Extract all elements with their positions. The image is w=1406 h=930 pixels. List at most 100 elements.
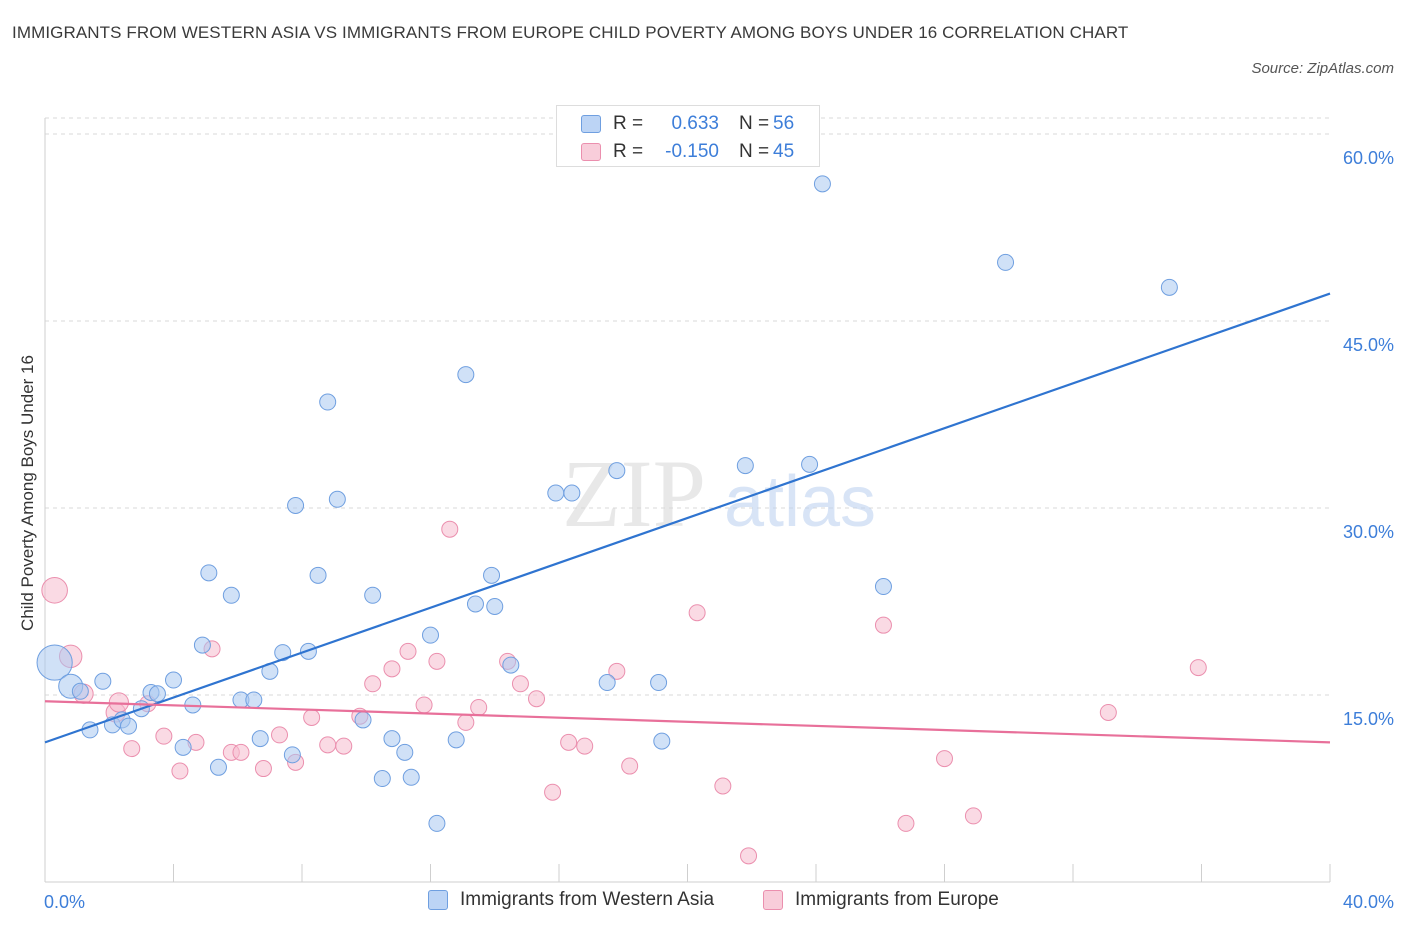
- western-asia-point: [364, 586, 382, 604]
- r-value: -0.150: [665, 141, 719, 162]
- europe-point: [608, 662, 626, 680]
- watermark-zip: ZIP: [562, 440, 706, 547]
- grid-layer: 15.0% 30.0% 45.0% 60.0%: [45, 117, 1394, 729]
- western-asia-point: [466, 595, 484, 613]
- legend-item-europe[interactable]: Immigrants from Europe: [763, 889, 999, 911]
- europe-point: [470, 698, 488, 716]
- western-asia-point: [120, 717, 138, 735]
- n-value: 56: [773, 113, 795, 134]
- western-asia-point: [563, 484, 581, 502]
- legend-label: Immigrants from Europe: [795, 889, 999, 910]
- europe-point: [560, 733, 578, 751]
- western-asia-point: [309, 566, 327, 584]
- western-asia-point: [319, 393, 337, 411]
- y-tick-label: 45.0%: [1343, 335, 1394, 355]
- western-asia-point: [287, 497, 305, 515]
- western-asia-point: [396, 743, 414, 761]
- source-credit: Source: ZipAtlas.com: [1251, 60, 1394, 77]
- europe-point: [428, 652, 446, 670]
- western-asia-point: [801, 455, 819, 473]
- western-asia-point: [193, 636, 211, 654]
- europe-point: [1189, 659, 1207, 677]
- western-asia-point: [174, 738, 192, 756]
- n-label: N =: [739, 141, 770, 162]
- r-value: 0.633: [671, 113, 719, 134]
- y-tick-label: 30.0%: [1343, 522, 1394, 542]
- europe-point: [576, 737, 594, 755]
- y-tick-label: 60.0%: [1343, 148, 1394, 168]
- western-asia-point: [165, 671, 182, 689]
- europe-point: [415, 696, 433, 714]
- n-label: N =: [739, 113, 770, 134]
- n-value: 45: [773, 141, 795, 162]
- western-asia-point: [251, 730, 269, 748]
- western-asia-point: [71, 682, 89, 700]
- western-asia-point: [245, 691, 263, 709]
- legend-item-western-asia[interactable]: Immigrants from Western Asia: [428, 889, 714, 911]
- western-asia-trendline: [44, 292, 1331, 744]
- pink-swatch: [763, 890, 783, 910]
- europe-point: [511, 675, 529, 693]
- x-tick-label-max: 40.0%: [1343, 892, 1394, 912]
- x-tick-label-min: 0.0%: [44, 892, 85, 912]
- europe-point: [319, 736, 337, 754]
- europe-point: [740, 847, 758, 865]
- western-asia-point: [997, 253, 1015, 271]
- western-asia-point: [457, 366, 475, 384]
- watermark-atlas: atlas: [724, 462, 876, 542]
- western-asia-point: [483, 566, 501, 584]
- y-tick-label: 15.0%: [1343, 709, 1394, 729]
- western-asia-point: [874, 578, 892, 596]
- europe-point: [303, 708, 321, 726]
- western-asia-point: [283, 746, 301, 764]
- western-asia-point: [650, 674, 668, 692]
- europe-point: [399, 642, 417, 660]
- europe-point: [271, 726, 289, 744]
- europe-point: [123, 740, 141, 758]
- western-asia-point: [608, 462, 626, 480]
- pink-swatch: [581, 143, 601, 161]
- western-asia-point: [598, 674, 616, 692]
- western-asia-point: [736, 457, 754, 475]
- correlation-legend: R = 0.633 N = 56 R = -0.150 N = 45: [556, 105, 820, 167]
- western-asia-point: [422, 626, 439, 644]
- western-asia-point: [486, 597, 504, 615]
- western-asia-point: [447, 731, 465, 749]
- western-asia-point: [200, 564, 218, 582]
- western-asia-point: [94, 672, 112, 690]
- blue-swatch: [428, 890, 448, 910]
- western-asia-point: [222, 586, 240, 604]
- point-layer: [36, 175, 1207, 865]
- europe-point: [874, 616, 892, 634]
- series-legend: Immigrants from Western Asia Immigrants …: [0, 889, 1406, 915]
- stat-row-western-asia: R = 0.633 N = 56: [581, 112, 794, 136]
- western-asia-point: [1160, 278, 1178, 296]
- europe-point: [364, 675, 382, 693]
- europe-point: [528, 690, 546, 708]
- europe-point: [714, 777, 732, 795]
- europe-point: [383, 660, 401, 678]
- chart-title: IMMIGRANTS FROM WESTERN ASIA VS IMMIGRAN…: [12, 23, 1129, 42]
- r-label: R =: [613, 141, 644, 162]
- europe-point: [457, 713, 475, 731]
- western-asia-point: [653, 732, 671, 750]
- europe-point: [621, 757, 639, 775]
- axis-layer: [44, 118, 1331, 883]
- western-asia-point: [36, 644, 73, 681]
- europe-point: [936, 750, 953, 768]
- europe-point: [688, 604, 706, 622]
- western-asia-point: [274, 644, 292, 662]
- europe-point: [41, 576, 68, 604]
- western-asia-point: [428, 814, 446, 832]
- western-asia-point: [813, 175, 831, 193]
- legend-label: Immigrants from Western Asia: [460, 889, 715, 910]
- europe-point: [1099, 703, 1117, 721]
- trend-layer: [44, 292, 1331, 744]
- western-asia-point: [547, 484, 565, 502]
- western-asia-point: [502, 656, 520, 674]
- europe-point: [897, 814, 915, 832]
- europe-trendline: [44, 700, 1331, 744]
- western-asia-point: [209, 758, 227, 776]
- europe-point: [335, 737, 353, 755]
- western-asia-point: [148, 685, 166, 703]
